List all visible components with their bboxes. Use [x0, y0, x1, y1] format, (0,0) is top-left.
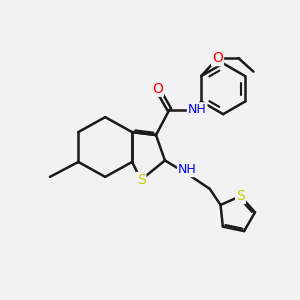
Text: S: S: [137, 173, 146, 187]
Text: NH: NH: [188, 103, 207, 116]
Text: S: S: [236, 189, 245, 203]
Text: O: O: [212, 51, 223, 65]
Text: O: O: [152, 82, 163, 96]
Text: NH: NH: [178, 163, 197, 176]
